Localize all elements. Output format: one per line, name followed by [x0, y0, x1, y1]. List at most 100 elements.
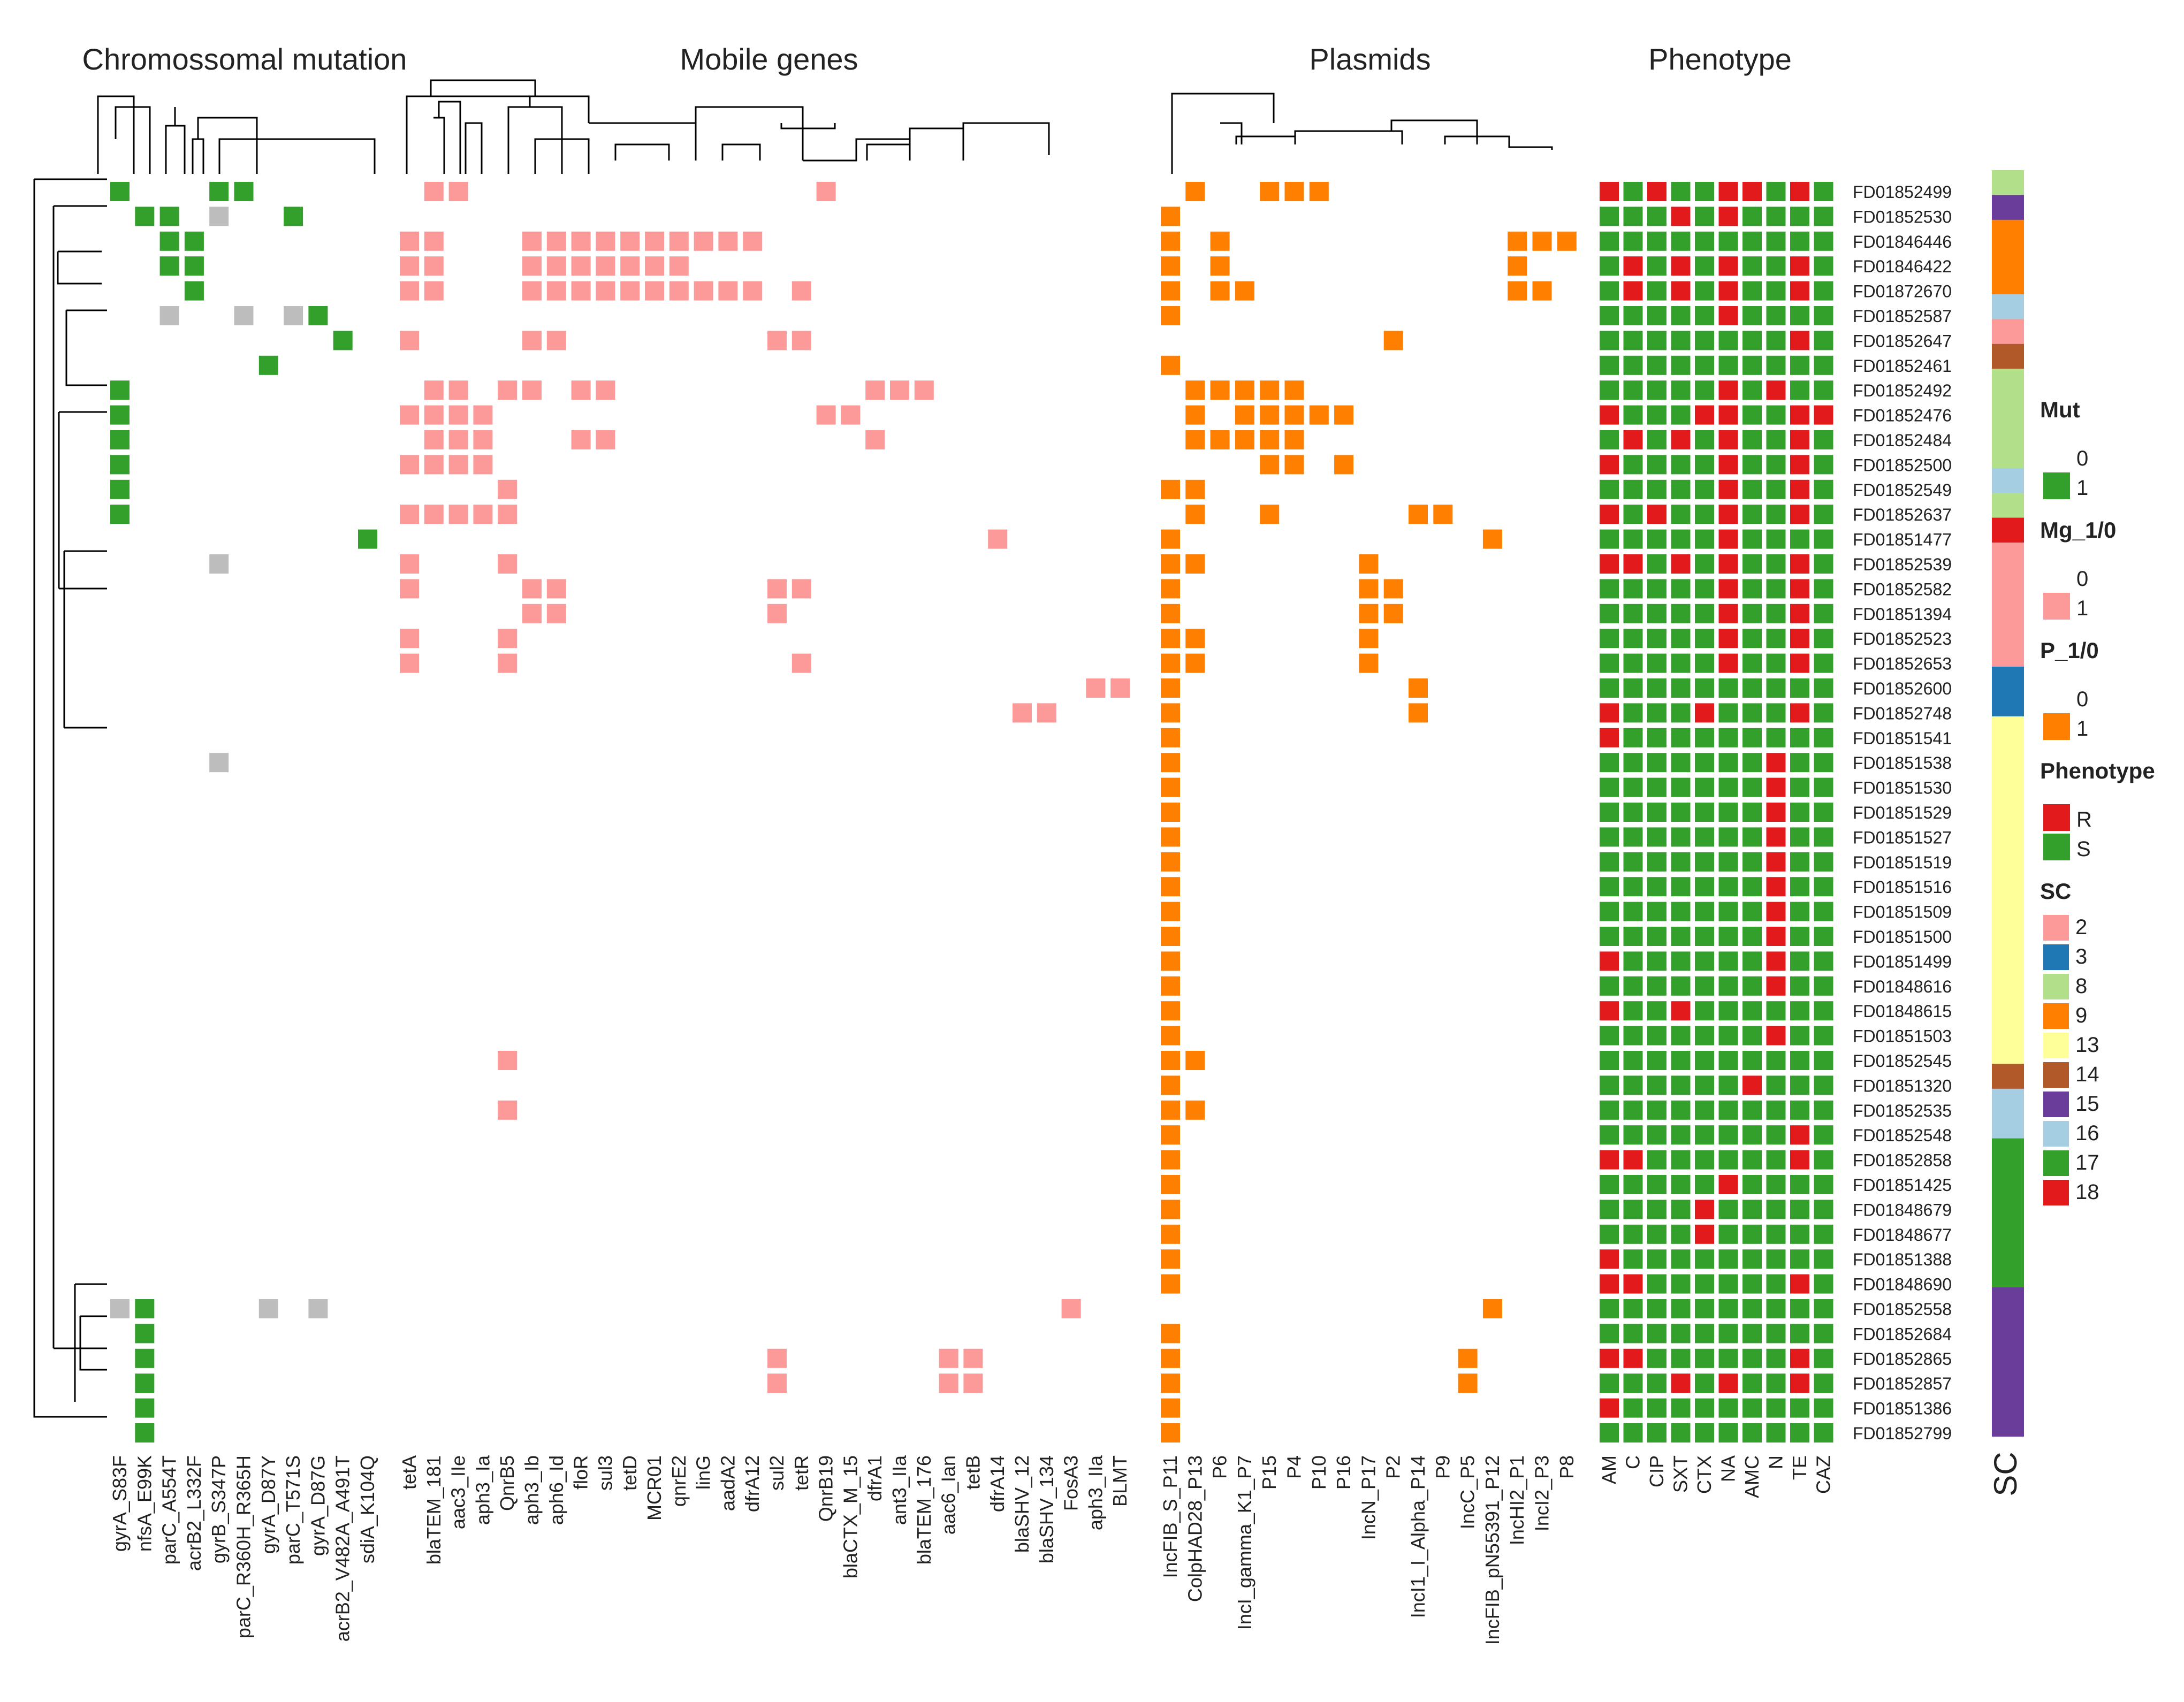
- mobile-gene-column-label: ant3_IIa: [888, 1455, 910, 1525]
- mutation-cell: [159, 231, 179, 251]
- phenotype-cell-susceptible: [1600, 827, 1619, 847]
- mobile-gene-cell: [400, 331, 419, 350]
- phenotype-cell-susceptible: [1647, 331, 1666, 350]
- mutation-column-label: parC_A554T: [158, 1455, 180, 1564]
- phenotype-cell-susceptible: [1718, 877, 1738, 897]
- mobile-gene-column-label: blaTEM_181: [423, 1455, 445, 1564]
- mutation-cell: [308, 306, 328, 325]
- phenotype-cell-susceptible: [1814, 207, 1833, 226]
- legend-label: 17: [2075, 1151, 2099, 1174]
- phenotype-cell-susceptible: [1742, 331, 1762, 350]
- phenotype-cell-susceptible: [1647, 753, 1666, 773]
- mobile-gene-column-label: aac6_Ian: [938, 1455, 960, 1535]
- phenotype-cell-susceptible: [1814, 703, 1833, 723]
- phenotype-cell-susceptible: [1600, 1324, 1619, 1344]
- mobile-gene-cell: [669, 231, 689, 251]
- plasmid-cell: [1161, 1150, 1180, 1170]
- phenotype-cell-susceptible: [1647, 927, 1666, 946]
- phenotype-cell-susceptible: [1623, 306, 1643, 325]
- mobile-gene-cell: [571, 430, 591, 449]
- phenotype-cell-susceptible: [1790, 1224, 1809, 1244]
- isolate-label: FD01852748: [1853, 704, 1952, 723]
- phenotype-cell-susceptible: [1671, 1100, 1691, 1120]
- legend-swatch: [2043, 1180, 2069, 1205]
- plasmid-column-label: P8: [1556, 1455, 1578, 1479]
- phenotype-cell-susceptible: [1718, 703, 1738, 723]
- mobile-gene-cell: [498, 629, 518, 648]
- mobile-gene-column-label: QnrB5: [496, 1455, 518, 1511]
- phenotype-cell-susceptible: [1742, 1175, 1762, 1194]
- phenotype-cell-susceptible: [1718, 927, 1738, 946]
- phenotype-cell-resistant: [1695, 1224, 1714, 1244]
- plasmid-cell: [1161, 256, 1180, 276]
- phenotype-cell-susceptible: [1718, 1224, 1738, 1244]
- phenotype-cell-susceptible: [1671, 529, 1691, 549]
- phenotype-cell-susceptible: [1790, 951, 1809, 971]
- sc-cell: [1992, 642, 2024, 667]
- legend-title: SC: [2040, 879, 2071, 904]
- plasmid-cell: [1284, 380, 1304, 400]
- mobile-gene-cell: [400, 505, 419, 524]
- phenotype-cell-susceptible: [1647, 1324, 1666, 1344]
- plasmid-cell: [1210, 380, 1230, 400]
- phenotype-cell-susceptible: [1766, 728, 1786, 747]
- phenotype-cell-susceptible: [1814, 306, 1833, 325]
- phenotype-cell-susceptible: [1600, 1100, 1619, 1120]
- phenotype-cell-susceptible: [1695, 1100, 1714, 1120]
- mutation-cell-grey: [258, 1299, 278, 1318]
- phenotype-cell-resistant: [1718, 604, 1738, 623]
- phenotype-cell-susceptible: [1623, 1423, 1643, 1442]
- sc-cell: [1992, 989, 2024, 1015]
- isolate-label: FD01851503: [1853, 1027, 1952, 1046]
- phenotype-cell-susceptible: [1600, 1224, 1619, 1244]
- mobile-gene-column-label: aph6_Id: [545, 1455, 567, 1525]
- mobile-gene-cell: [865, 430, 885, 449]
- mobile-gene-cell: [498, 653, 518, 673]
- mobile-gene-cell: [448, 405, 468, 425]
- phenotype-cell-susceptible: [1742, 479, 1762, 499]
- phenotype-cell-susceptible: [1742, 753, 1762, 773]
- phenotype-cell-susceptible: [1814, 753, 1833, 773]
- mutation-cell-grey: [209, 753, 229, 773]
- mobile-gene-cell: [1013, 703, 1032, 723]
- mutation-cell: [110, 380, 130, 400]
- mobile-gene-column-label: blaTEM_176: [913, 1455, 935, 1564]
- mobile-gene-cell: [498, 1100, 518, 1120]
- mobile-gene-cell: [743, 231, 763, 251]
- sc-cell: [1992, 219, 2024, 245]
- phenotype-cell-susceptible: [1695, 430, 1714, 449]
- phenotype-cell-susceptible: [1671, 1224, 1691, 1244]
- phenotype-cell-susceptible: [1790, 529, 1809, 549]
- phenotype-cell-susceptible: [1718, 1274, 1738, 1294]
- phenotype-cell-resistant: [1766, 803, 1786, 822]
- mobile-gene-cell: [424, 256, 444, 276]
- phenotype-cell-susceptible: [1766, 1224, 1786, 1244]
- phenotype-cell-susceptible: [1671, 753, 1691, 773]
- mutation-column-label: acrB2_L332F: [183, 1455, 205, 1571]
- isolate-label: FD01848677: [1853, 1225, 1952, 1245]
- phenotype-cell-susceptible: [1600, 207, 1619, 226]
- mutation-cell: [333, 331, 353, 350]
- isolate-label: FD01852858: [1853, 1151, 1952, 1170]
- isolate-label: FD01852530: [1853, 207, 1952, 226]
- mutation-cell: [135, 1299, 155, 1318]
- plasmid-cell: [1210, 231, 1230, 251]
- phenotype-cell-susceptible: [1623, 405, 1643, 425]
- phenotype-cell-susceptible: [1671, 976, 1691, 996]
- mobile-gene-cell: [1086, 678, 1106, 698]
- phenotype-cell-susceptible: [1647, 1398, 1666, 1418]
- phenotype-column-label: CIP: [1646, 1455, 1668, 1487]
- phenotype-cell-resistant: [1623, 430, 1643, 449]
- isolate-label: FD01851386: [1853, 1399, 1952, 1418]
- phenotype-cell-susceptible: [1695, 182, 1714, 201]
- legend-title: P_1/0: [2040, 638, 2099, 663]
- phenotype-cell-susceptible: [1671, 1423, 1691, 1442]
- phenotype-cell-resistant: [1790, 1150, 1809, 1170]
- phenotype-cell-susceptible: [1790, 1299, 1809, 1318]
- mobile-gene-cell: [694, 231, 713, 251]
- legend-label: 0: [2076, 447, 2088, 470]
- phenotype-cell-resistant: [1600, 1001, 1619, 1021]
- phenotype-cell-susceptible: [1623, 951, 1643, 971]
- phenotype-cell-susceptible: [1623, 777, 1643, 797]
- plasmid-cell: [1161, 479, 1180, 499]
